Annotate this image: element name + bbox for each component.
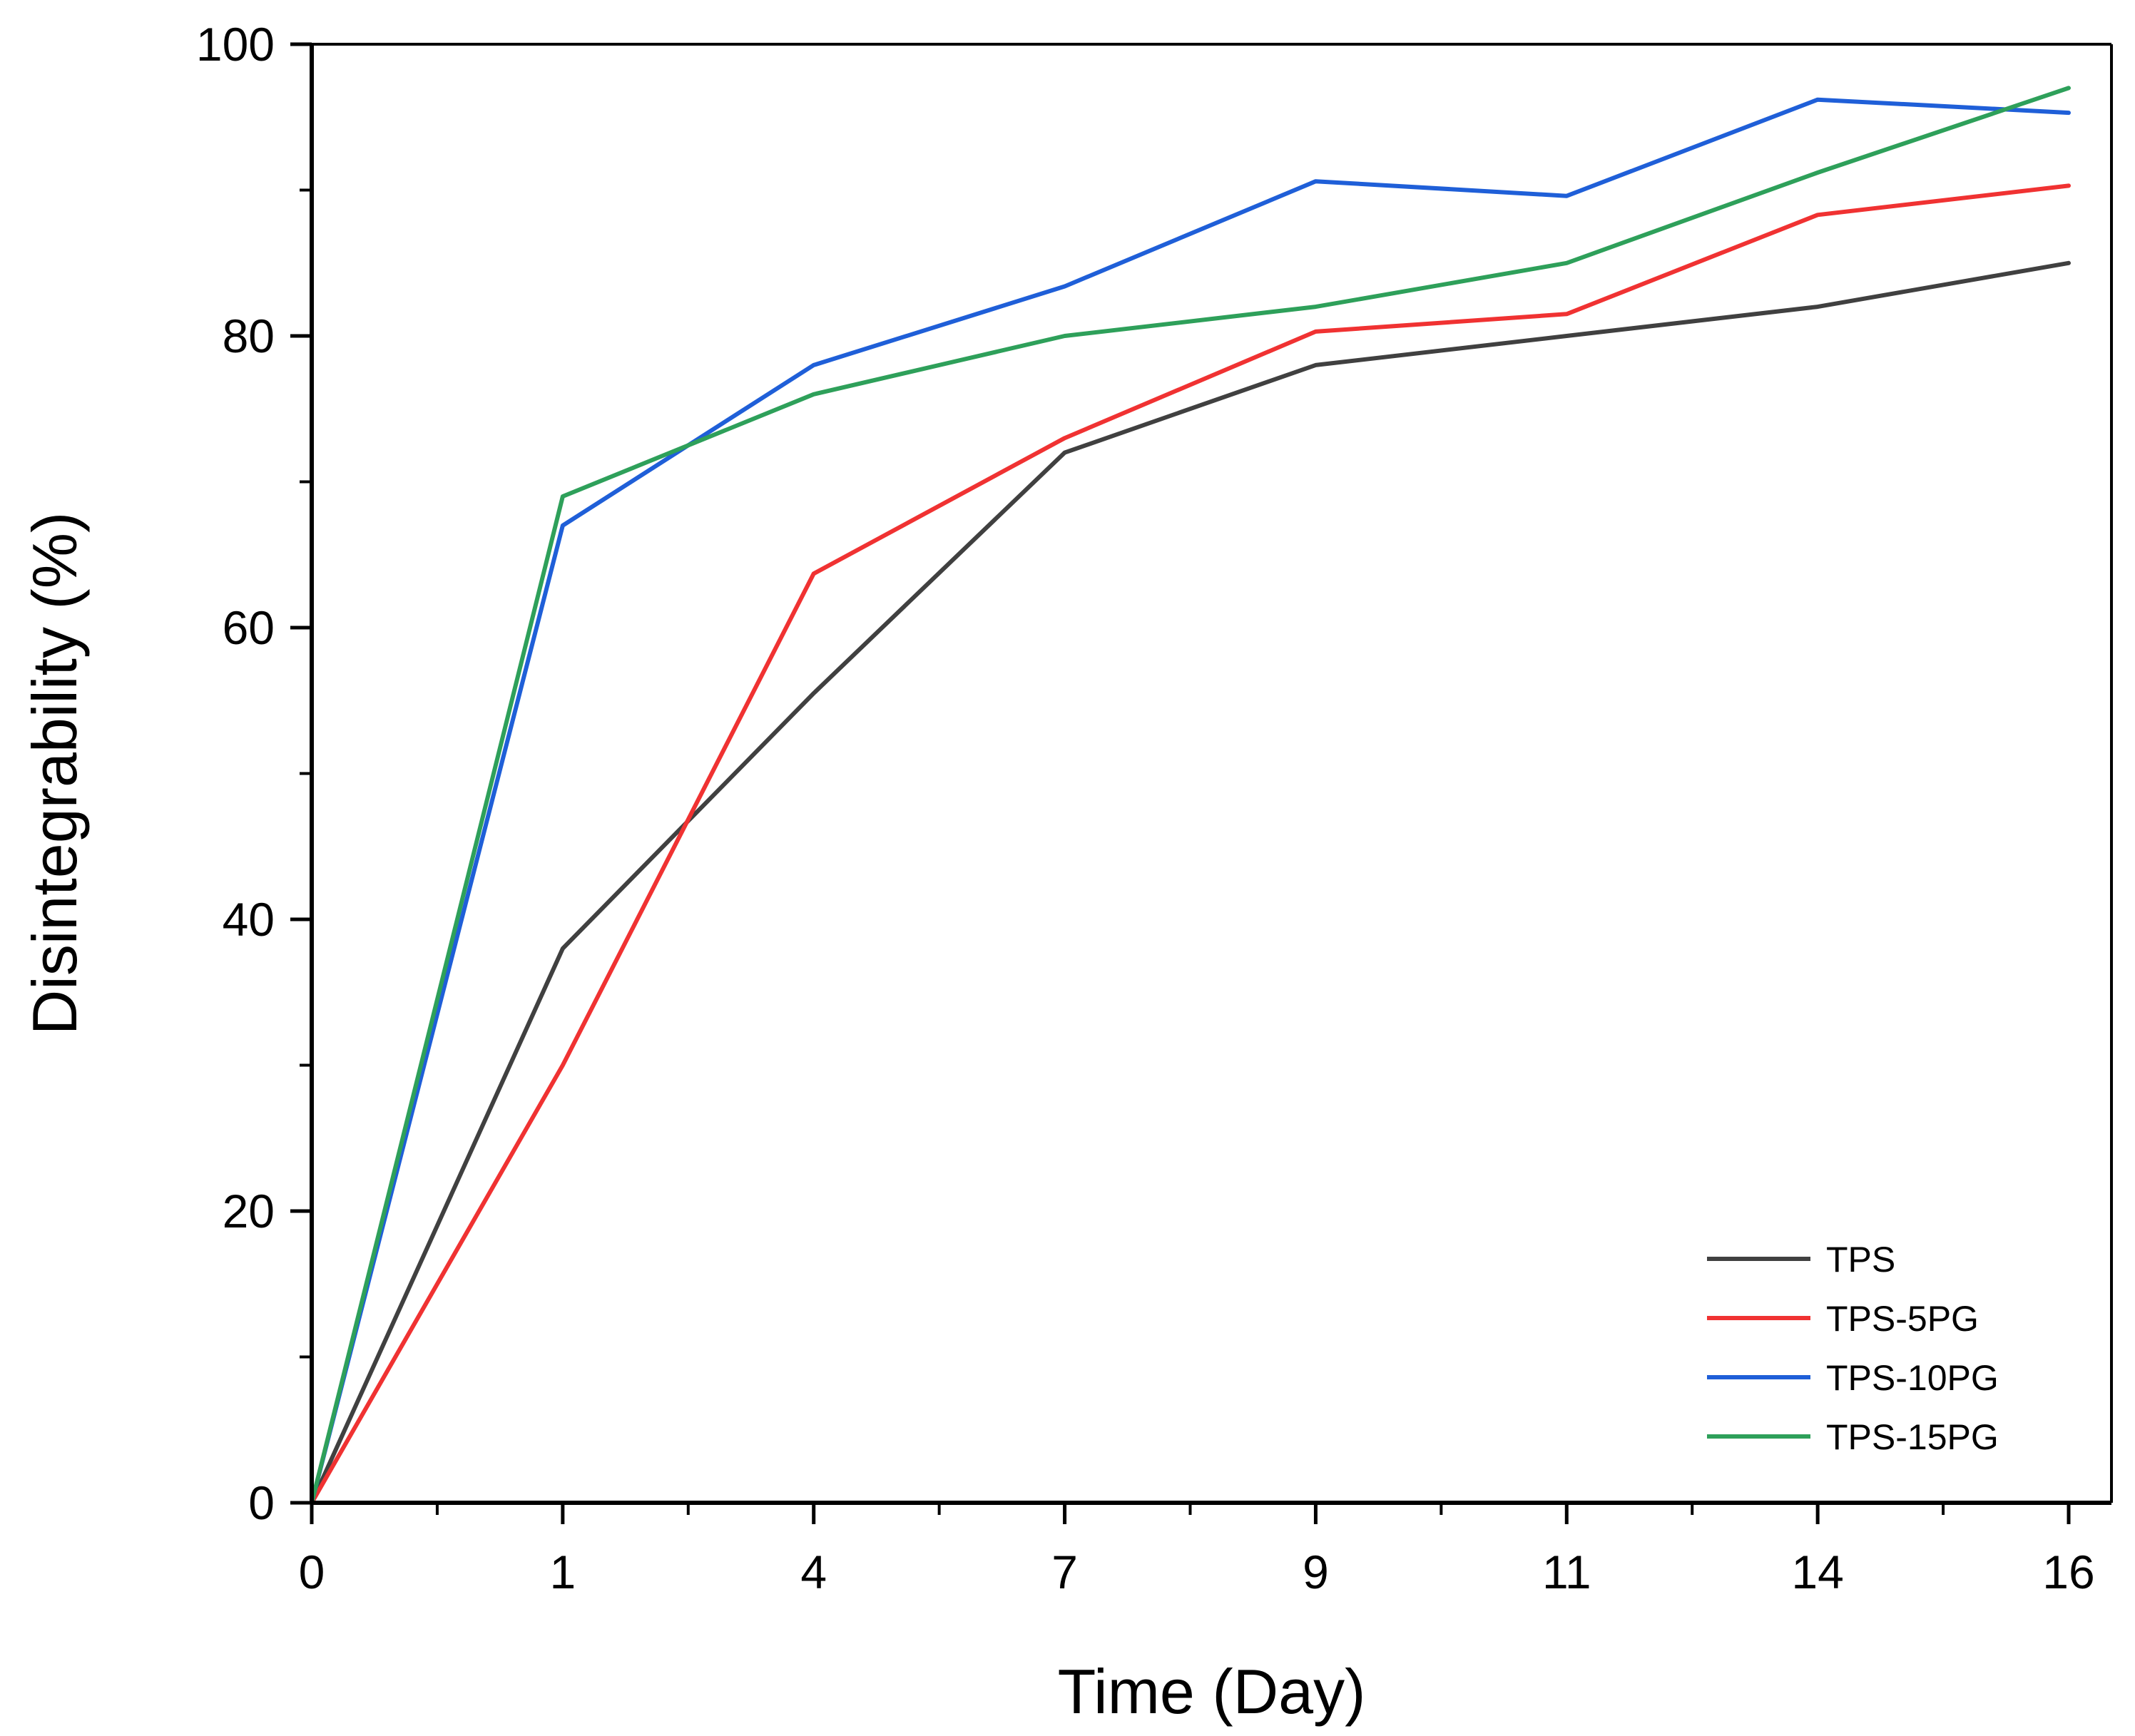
x-tick-label: 1 [549,1546,576,1598]
x-axis-tick-labels: 0 1 4 7 9 11 14 16 [299,1546,2095,1598]
y-axis-title: Disintegrability (%) [19,512,90,1036]
series-line-tps-5pg [310,183,2071,1505]
legend-label-tps-15pg: TPS-15PG [1826,1417,1999,1457]
axes [290,42,2113,1524]
series-lines [310,86,2071,1505]
legend-label-tps-5pg: TPS-5PG [1826,1299,1979,1339]
y-tick-label: 80 [223,310,275,362]
x-tick-label: 7 [1051,1546,1078,1598]
legend-label-tps: TPS [1826,1240,1895,1280]
legend: TPS TPS-5PG TPS-10PG TPS-15PG [1707,1240,1999,1457]
y-tick-label: 40 [223,893,275,946]
x-tick-label: 4 [800,1546,827,1598]
y-tick-label: 100 [196,18,275,71]
series-line-tps-15pg [310,86,2071,1505]
legend-label-tps-10pg: TPS-10PG [1826,1358,1999,1398]
x-tick-label: 11 [1542,1546,1591,1598]
y-axis-tick-labels: 0 20 40 60 80 100 [196,18,275,1529]
x-axis-title: Time (Day) [1058,1656,1366,1727]
x-tick-label: 14 [1791,1546,1843,1598]
x-tick-label: 0 [299,1546,325,1598]
x-tick-label: 16 [2042,1546,2094,1598]
series-line-tps [310,260,2071,1505]
series-line-tps-10pg [310,97,2071,1505]
x-tick-label: 9 [1303,1546,1329,1598]
y-tick-label: 20 [223,1185,275,1237]
y-tick-label: 60 [223,601,275,654]
minor-ticks [300,188,1945,1515]
y-tick-label: 0 [248,1476,275,1529]
